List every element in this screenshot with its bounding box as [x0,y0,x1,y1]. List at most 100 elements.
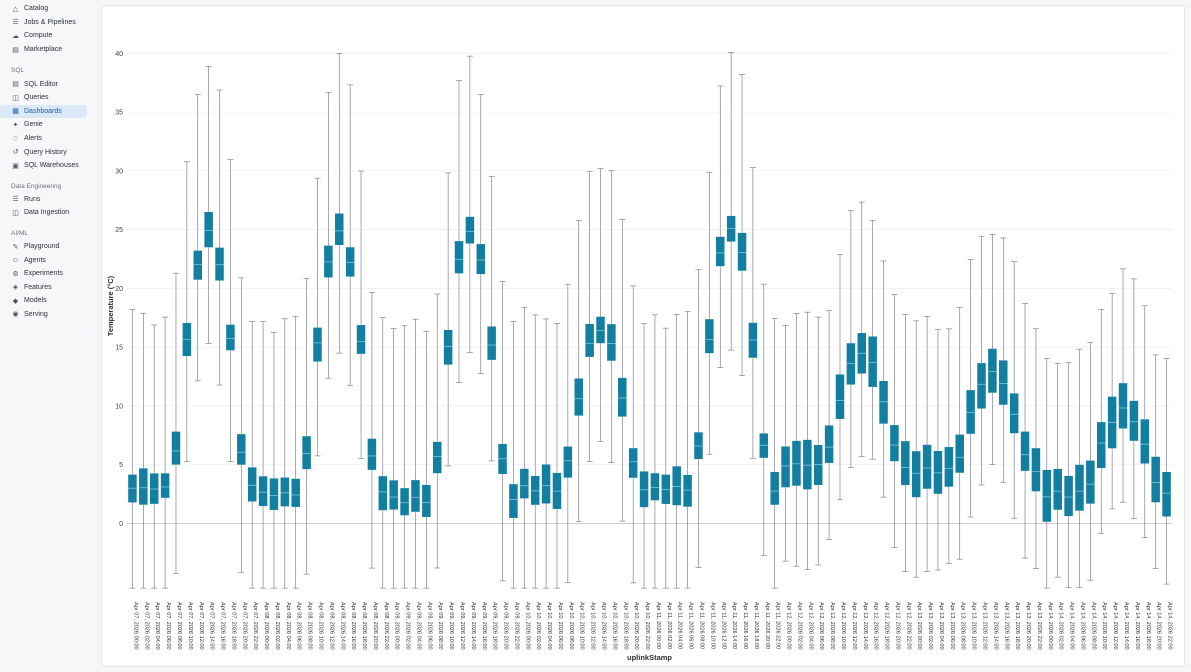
box [465,216,475,244]
sidebar-item-alerts[interactable]: ♡ Alerts [0,132,87,146]
x-tick-label: Apr 11, 2026 18:00 [753,602,759,649]
x-tick-label: Apr 11, 2026 12:00 [720,602,726,649]
x-tick-label: Apr 12, 2026 08:00 [829,602,835,650]
sidebar-item-label: Models [24,297,47,305]
box [846,343,856,385]
sidebar-item-label: Serving [24,310,48,318]
sidebar-item-marketplace[interactable]: ▤ Marketplace [0,43,87,57]
y-tick-label: 0 [119,521,123,528]
x-tick-label: Apr 07, 2026 18:00 [230,602,236,650]
x-tick-label: Apr 07, 2026 20:00 [241,602,247,650]
sidebar-item-label: Runs [24,195,41,203]
x-tick-label: Apr 12, 2026 02:00 [796,602,802,650]
x-tick-label: Apr 09, 2026 00:00 [394,602,400,650]
x-tick-label: Apr 07, 2026 10:00 [187,602,193,650]
box [890,425,899,462]
box [628,448,638,478]
sidebar-item-experiments[interactable]: ⚙ Experiments [0,267,87,281]
x-tick-label: Apr 08, 2026 06:00 [296,602,302,650]
box [650,473,660,501]
x-tick-label: Apr 08, 2026 02:00 [274,602,280,650]
box [737,232,747,271]
sidebar-item-label: Agents [24,256,46,264]
x-tick-label: Apr 09, 2026 08:00 [437,602,443,650]
sidebar-item-models[interactable]: ◆ Models [0,294,87,308]
box [247,467,257,502]
queries-icon: ◫ [12,94,19,102]
box [716,236,725,267]
x-tick-label: Apr 11, 2026 00:00 [655,602,661,649]
box [1162,472,1171,517]
x-tick-label: Apr 08, 2026 20:00 [372,602,378,650]
x-tick-label: Apr 14, 2026 18:00 [1145,602,1151,650]
sidebar-item-sql-warehouses[interactable]: ▣ SQL Warehouses [0,159,87,173]
x-tick-label: Apr 10, 2026 08:00 [568,602,574,650]
sidebar-section-data-engineering: Data Engineering [11,182,62,190]
x-tick-label: Apr 07, 2026 22:00 [252,602,258,650]
cloud-icon: ☁ [12,32,19,40]
sidebar-item-sql-editor[interactable]: ▤ SQL Editor [0,77,87,91]
box [367,438,377,470]
box [618,377,627,417]
x-tick-label: Apr 13, 2026 22:00 [1036,602,1042,650]
sidebar-item-jobs-pipelines[interactable]: ☰ Jobs & Pipelines [0,16,87,30]
sidebar-item-dashboards[interactable]: ▦ Dashboards [0,104,87,119]
box [258,476,268,507]
y-tick-label: 40 [115,51,123,58]
features-icon: ◈ [12,284,19,292]
x-tick-label: Apr 14, 2026 04:00 [1069,602,1075,650]
sidebar-item-data-ingestion[interactable]: ◫ Data Ingestion [0,206,87,220]
y-tick-label: 20 [115,286,123,293]
box [933,450,943,494]
sidebar-item-features[interactable]: ◈ Features [0,281,87,295]
box [302,436,311,470]
box [400,488,409,516]
box [955,434,964,473]
x-tick-label: Apr 13, 2026 14:00 [992,602,998,650]
sidebar-item-label: Experiments [24,270,63,278]
box [160,473,170,498]
sidebar-section-sql: SQL [11,67,25,75]
sidebar-item-queries[interactable]: ◫ Queries [0,91,87,105]
x-tick-label: Apr 08, 2026 12:00 [328,602,334,650]
sidebar-item-agents[interactable]: ☺ Agents [0,253,87,267]
box [411,480,420,512]
y-tick-label: 15 [115,345,123,352]
sidebar-item-runs[interactable]: ☰ Runs [0,193,87,207]
x-tick-label: Apr 09, 2026 20:00 [503,602,509,650]
sidebar-item-query-history[interactable]: ↺ Query History [0,145,87,159]
sidebar-item-serving[interactable]: ◉ Serving [0,308,87,322]
box [237,434,246,465]
sidebar-item-catalog[interactable]: △ Catalog [0,2,87,16]
sidebar-item-label: Alerts [24,135,42,143]
box [335,213,344,245]
x-tick-label: Apr 12, 2026 20:00 [894,602,900,650]
catalog-icon: △ [12,5,19,13]
x-tick-label: Apr 12, 2026 16:00 [873,602,879,650]
box [1053,468,1062,510]
experiments-icon: ⚙ [12,270,19,278]
x-tick-label: Apr 08, 2026 10:00 [317,602,323,650]
sidebar-item-playground[interactable]: ✎ Playground [0,240,87,254]
sidebar-item-label: Compute [24,32,53,40]
sidebar-data-engineering-group: ☰ Runs ◫ Data Ingestion [0,193,92,220]
x-tick-label: Apr 08, 2026 14:00 [339,602,345,650]
box [803,439,812,490]
box [705,319,714,354]
x-tick-label: Apr 08, 2026 08:00 [307,602,313,650]
box [1118,383,1128,429]
x-tick-label: Apr 07, 2026 04:00 [154,602,160,650]
x-tick-label: Apr 07, 2026 02:00 [143,602,149,650]
sidebar-sql-group: ▤ SQL Editor ◫ Queries ▦ Dashboards ✦ Genie ♡ Ale… [0,77,92,172]
sidebar-item-label: Features [24,283,52,291]
box [868,336,877,387]
x-tick-label: Apr 08, 2026 18:00 [361,602,367,650]
box [1096,422,1106,468]
x-tick-label: Apr 07, 2026 00:00 [132,602,138,650]
sidebar-item-compute[interactable]: ☁ Compute [0,29,87,43]
box [520,468,529,499]
x-tick-label: Apr 09, 2026 16:00 [481,602,487,650]
sidebar-item-genie[interactable]: ✦ Genie [0,118,87,132]
ingestion-icon: ◫ [12,209,19,217]
x-tick-label: Apr 11, 2026 20:00 [764,602,770,649]
